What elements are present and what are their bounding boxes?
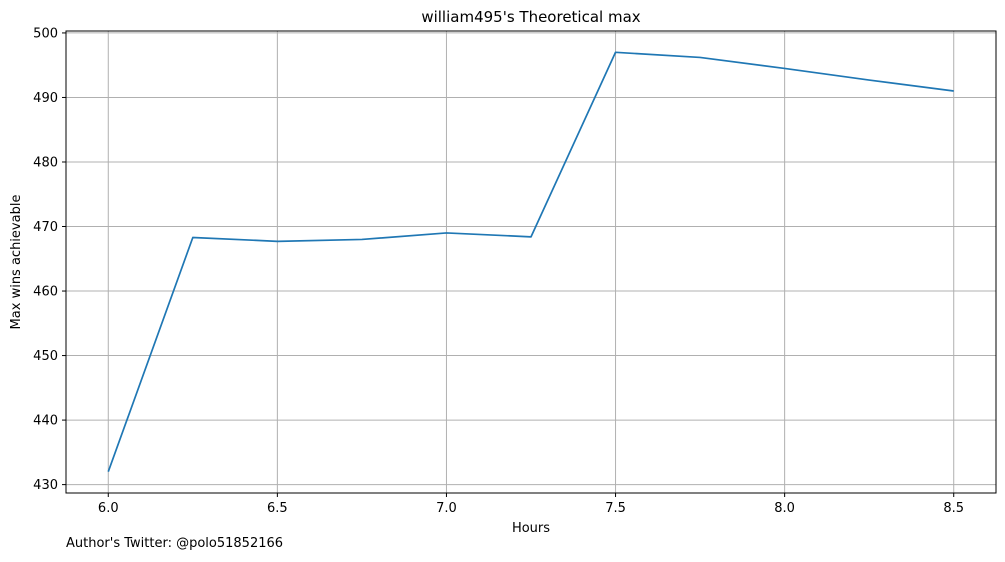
y-tick-labels: 430 440 450 460 470 480 490 500	[33, 26, 58, 493]
y-tick-label: 430	[33, 478, 58, 493]
x-tick-labels: 6.0 6.5 7.0 7.5 8.0 8.5	[98, 501, 964, 516]
x-axis-label: Hours	[512, 521, 550, 536]
grid-lines	[66, 31, 996, 493]
y-tick-label: 480	[33, 155, 58, 170]
y-tick-label: 440	[33, 414, 58, 429]
y-tick-label: 500	[33, 26, 58, 41]
x-tick-label: 6.5	[267, 501, 288, 516]
x-tick-label: 6.0	[98, 501, 119, 516]
series-layer	[107, 51, 954, 472]
x-tick-label: 7.5	[605, 501, 626, 516]
author-credit: Author's Twitter: @polo51852166	[66, 536, 284, 551]
chart-title: william495's Theoretical max	[421, 8, 640, 26]
y-tick-label: 490	[33, 91, 58, 106]
x-tick-label: 8.0	[774, 501, 795, 516]
x-tick-label: 8.5	[943, 501, 964, 516]
y-tick-label: 470	[33, 220, 58, 235]
y-axis-label: Max wins achievable	[9, 195, 24, 330]
series-line	[107, 51, 954, 472]
x-tick-label: 7.0	[436, 501, 457, 516]
tick-marks	[62, 32, 955, 497]
y-tick-label: 460	[33, 285, 58, 300]
y-tick-label: 450	[33, 349, 58, 364]
axes-frame	[65, 30, 997, 494]
